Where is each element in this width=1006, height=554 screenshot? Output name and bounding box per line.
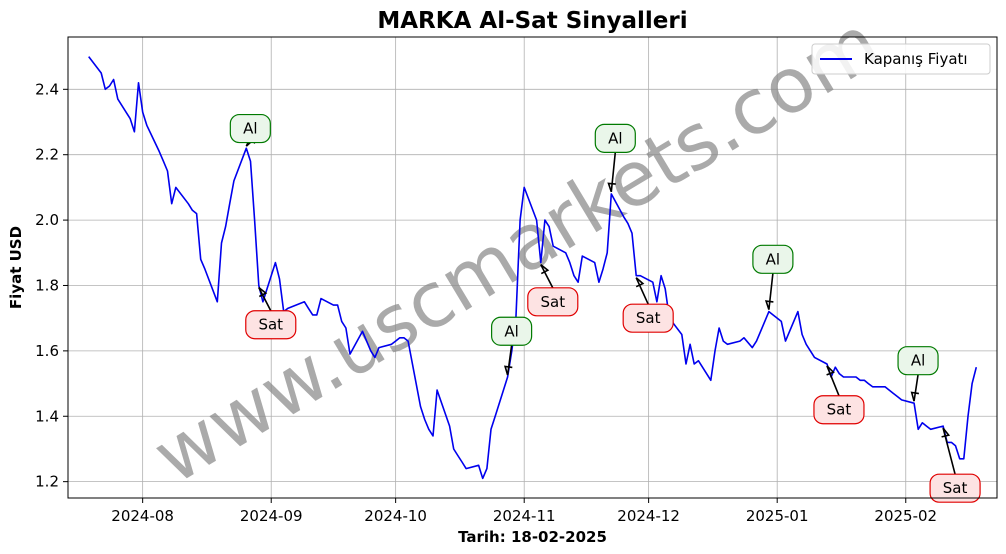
buy-signal-label: Al: [766, 250, 780, 268]
x-axis-title: Tarih: 18-02-2025: [458, 528, 607, 546]
sell-signal: Sat: [245, 286, 297, 340]
axis-ticks: 2024-08 2024-09 2024-10 2024-11 2024-12 2025-…: [35, 80, 937, 525]
chart-title: MARKA Al-Sat Sinyalleri: [377, 8, 687, 34]
signal-arrow: [540, 264, 554, 289]
x-tick-label: 2024-10: [364, 507, 427, 525]
plot-frame: [67, 36, 998, 499]
legend: Kapanış Fiyatı: [811, 43, 991, 75]
buy-signal: Al: [594, 123, 636, 193]
x-tick-label: 2024-11: [493, 507, 556, 525]
buy-signal-label: Al: [504, 322, 518, 340]
x-tick-label: 2024-12: [617, 507, 680, 525]
buy-signal: Al: [229, 113, 271, 147]
legend-label: Kapanış Fiyatı: [864, 50, 968, 68]
signal-box: [622, 303, 674, 333]
signal-box: [752, 244, 794, 274]
signal-arrow: [826, 365, 840, 397]
y-tick-label: 2.2: [35, 146, 59, 164]
buy-signal-label: Al: [243, 120, 257, 138]
sell-signal-label: Sat: [636, 309, 661, 327]
buy-signal-label: Al: [608, 129, 622, 147]
signal-arrowhead: [503, 365, 513, 376]
grid: [68, 37, 997, 498]
signal-box: [229, 113, 271, 144]
buy-signal: Al: [897, 346, 939, 402]
y-tick-label: 1.6: [35, 342, 59, 360]
signal-arrow: [768, 273, 774, 310]
buy-signal-label: Al: [911, 352, 925, 370]
signal-arrow: [506, 345, 513, 376]
signal-arrow: [635, 277, 649, 305]
y-tick-label: 2.0: [35, 211, 59, 229]
buy-signal: Al: [752, 244, 794, 310]
buy-signal: Al: [491, 316, 533, 376]
x-tick-label: 2025-02: [874, 507, 937, 525]
sell-signal-label: Sat: [943, 479, 968, 497]
sell-signal-label: Sat: [540, 293, 565, 311]
signal-box: [245, 310, 297, 340]
price-line: [88, 56, 978, 480]
sell-signal: Sat: [622, 277, 674, 333]
signal-arrow: [610, 152, 617, 193]
x-tick-label: 2025-01: [746, 507, 809, 525]
x-tick-label: 2024-08: [111, 507, 174, 525]
signal-box: [929, 473, 981, 503]
signal-box: [897, 346, 939, 376]
sell-signal-label: Sat: [258, 316, 283, 334]
sell-signal: Sat: [527, 263, 579, 317]
y-tick-label: 2.4: [35, 80, 59, 98]
price-line-layer: [88, 56, 978, 480]
signal-arrow: [258, 287, 272, 312]
signal-arrowhead: [258, 286, 268, 298]
y-tick-label: 1.4: [35, 407, 59, 425]
sell-signal: Sat: [929, 427, 981, 503]
signal-annotations: Al Sat Al Sat Al Sat Al Sat Al Sat: [229, 113, 981, 503]
signal-arrowhead: [910, 391, 920, 402]
signal-box: [491, 316, 533, 346]
signal-arrowhead: [941, 427, 951, 438]
sell-signal-label: Sat: [827, 401, 852, 419]
signal-arrowhead: [607, 182, 616, 193]
signal-arrowhead: [826, 365, 835, 376]
signal-box: [813, 395, 865, 425]
signal-box: [594, 123, 636, 153]
signal-arrow: [913, 374, 919, 402]
legend-box: [811, 43, 991, 75]
signal-arrowhead: [635, 277, 645, 288]
signal-arrowhead: [540, 263, 550, 275]
y-tick-label: 1.2: [35, 473, 59, 491]
y-axis-title: Fiyat USD: [7, 226, 25, 309]
signal-box: [527, 287, 579, 317]
y-tick-label: 1.8: [35, 276, 59, 294]
x-tick-label: 2024-09: [240, 507, 303, 525]
sell-signal: Sat: [813, 365, 865, 425]
signal-arrowhead: [764, 300, 774, 310]
